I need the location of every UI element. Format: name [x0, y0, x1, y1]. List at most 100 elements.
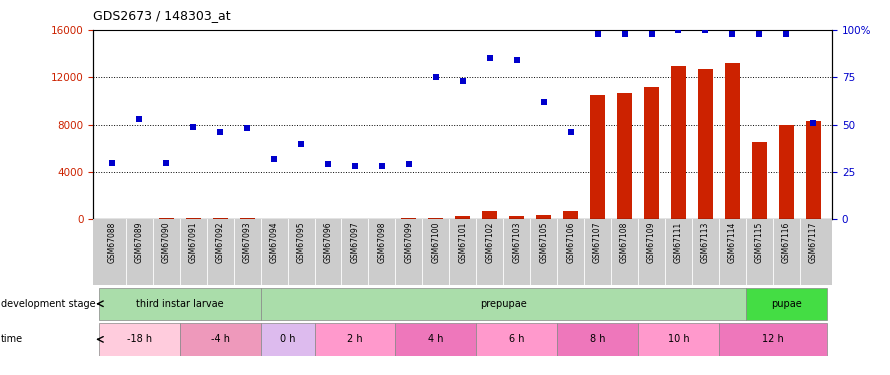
Text: 2 h: 2 h: [347, 334, 363, 344]
Text: GSM67101: GSM67101: [458, 221, 467, 263]
Bar: [617, 93, 632, 219]
Text: GSM67108: GSM67108: [620, 221, 629, 263]
Text: GSM67100: GSM67100: [432, 221, 441, 263]
Point: [186, 124, 200, 130]
Bar: [725, 63, 740, 219]
Text: -4 h: -4 h: [211, 334, 230, 344]
Point: [644, 31, 659, 37]
Bar: [239, 218, 255, 219]
Point: [267, 156, 281, 162]
Text: GSM67111: GSM67111: [674, 221, 683, 262]
Text: GSM67090: GSM67090: [162, 221, 171, 263]
Text: pupae: pupae: [771, 299, 802, 309]
Text: GSM67095: GSM67095: [296, 221, 305, 263]
Point: [321, 162, 336, 168]
Bar: [456, 216, 470, 219]
Text: GSM67103: GSM67103: [513, 221, 522, 263]
Text: 10 h: 10 h: [668, 334, 689, 344]
Bar: [314, 323, 395, 356]
Bar: [99, 323, 180, 356]
Point: [537, 99, 551, 105]
Text: prepupae: prepupae: [480, 299, 527, 309]
Text: GSM67109: GSM67109: [647, 221, 656, 263]
Text: GSM67115: GSM67115: [755, 221, 764, 263]
Text: GSM67098: GSM67098: [377, 221, 386, 263]
Bar: [719, 323, 827, 356]
Text: GDS2673 / 148303_at: GDS2673 / 148303_at: [93, 9, 231, 22]
Point: [429, 74, 443, 80]
Text: GSM67096: GSM67096: [323, 221, 333, 263]
Text: GSM67088: GSM67088: [108, 221, 117, 263]
Bar: [752, 142, 767, 219]
Text: time: time: [1, 334, 23, 344]
Point: [348, 164, 362, 170]
Bar: [805, 121, 821, 219]
Point: [725, 31, 740, 37]
Text: 12 h: 12 h: [762, 334, 784, 344]
Bar: [590, 95, 605, 219]
Text: -18 h: -18 h: [126, 334, 152, 344]
Point: [780, 31, 794, 37]
Bar: [158, 218, 174, 219]
Point: [618, 31, 632, 37]
Text: GSM67107: GSM67107: [593, 221, 603, 263]
Point: [482, 56, 497, 62]
Bar: [213, 218, 228, 219]
Bar: [261, 288, 746, 320]
Bar: [186, 218, 200, 219]
Bar: [476, 323, 557, 356]
Bar: [395, 323, 476, 356]
Point: [456, 78, 470, 84]
Text: GSM67113: GSM67113: [701, 221, 710, 263]
Text: GSM67116: GSM67116: [781, 221, 791, 263]
Bar: [779, 124, 794, 219]
Bar: [746, 288, 827, 320]
Text: development stage: development stage: [1, 299, 95, 309]
Text: GSM67099: GSM67099: [404, 221, 413, 263]
Point: [752, 31, 766, 37]
Text: GSM67105: GSM67105: [539, 221, 548, 263]
Text: third instar larvae: third instar larvae: [136, 299, 223, 309]
Bar: [563, 211, 578, 219]
Point: [213, 129, 227, 135]
Bar: [509, 216, 524, 219]
Text: GSM67093: GSM67093: [243, 221, 252, 263]
Text: GSM67094: GSM67094: [270, 221, 279, 263]
Text: GSM67089: GSM67089: [134, 221, 144, 263]
Bar: [644, 87, 659, 219]
Text: GSM67114: GSM67114: [728, 221, 737, 263]
Point: [563, 129, 578, 135]
Point: [240, 126, 255, 132]
Bar: [99, 288, 261, 320]
Text: GSM67092: GSM67092: [215, 221, 224, 263]
Point: [806, 120, 821, 126]
Bar: [482, 211, 498, 219]
Bar: [401, 218, 417, 219]
Bar: [638, 323, 719, 356]
Text: GSM67117: GSM67117: [809, 221, 818, 263]
Text: 4 h: 4 h: [428, 334, 443, 344]
Bar: [428, 218, 443, 219]
Point: [590, 31, 604, 37]
Text: GSM67106: GSM67106: [566, 221, 575, 263]
Bar: [261, 323, 314, 356]
Point: [294, 141, 308, 147]
Point: [159, 160, 174, 166]
Text: 8 h: 8 h: [590, 334, 605, 344]
Text: 0 h: 0 h: [279, 334, 295, 344]
Point: [375, 164, 389, 170]
Text: 6 h: 6 h: [509, 334, 524, 344]
Text: GSM67097: GSM67097: [351, 221, 360, 263]
Bar: [698, 69, 713, 219]
Bar: [671, 66, 686, 219]
Bar: [557, 323, 638, 356]
Text: GSM67091: GSM67091: [189, 221, 198, 263]
Bar: [537, 214, 551, 219]
Point: [510, 57, 524, 63]
Bar: [180, 323, 261, 356]
Point: [401, 162, 416, 168]
Point: [132, 116, 146, 122]
Text: GSM67102: GSM67102: [485, 221, 494, 263]
Point: [671, 27, 685, 33]
Point: [105, 160, 119, 166]
